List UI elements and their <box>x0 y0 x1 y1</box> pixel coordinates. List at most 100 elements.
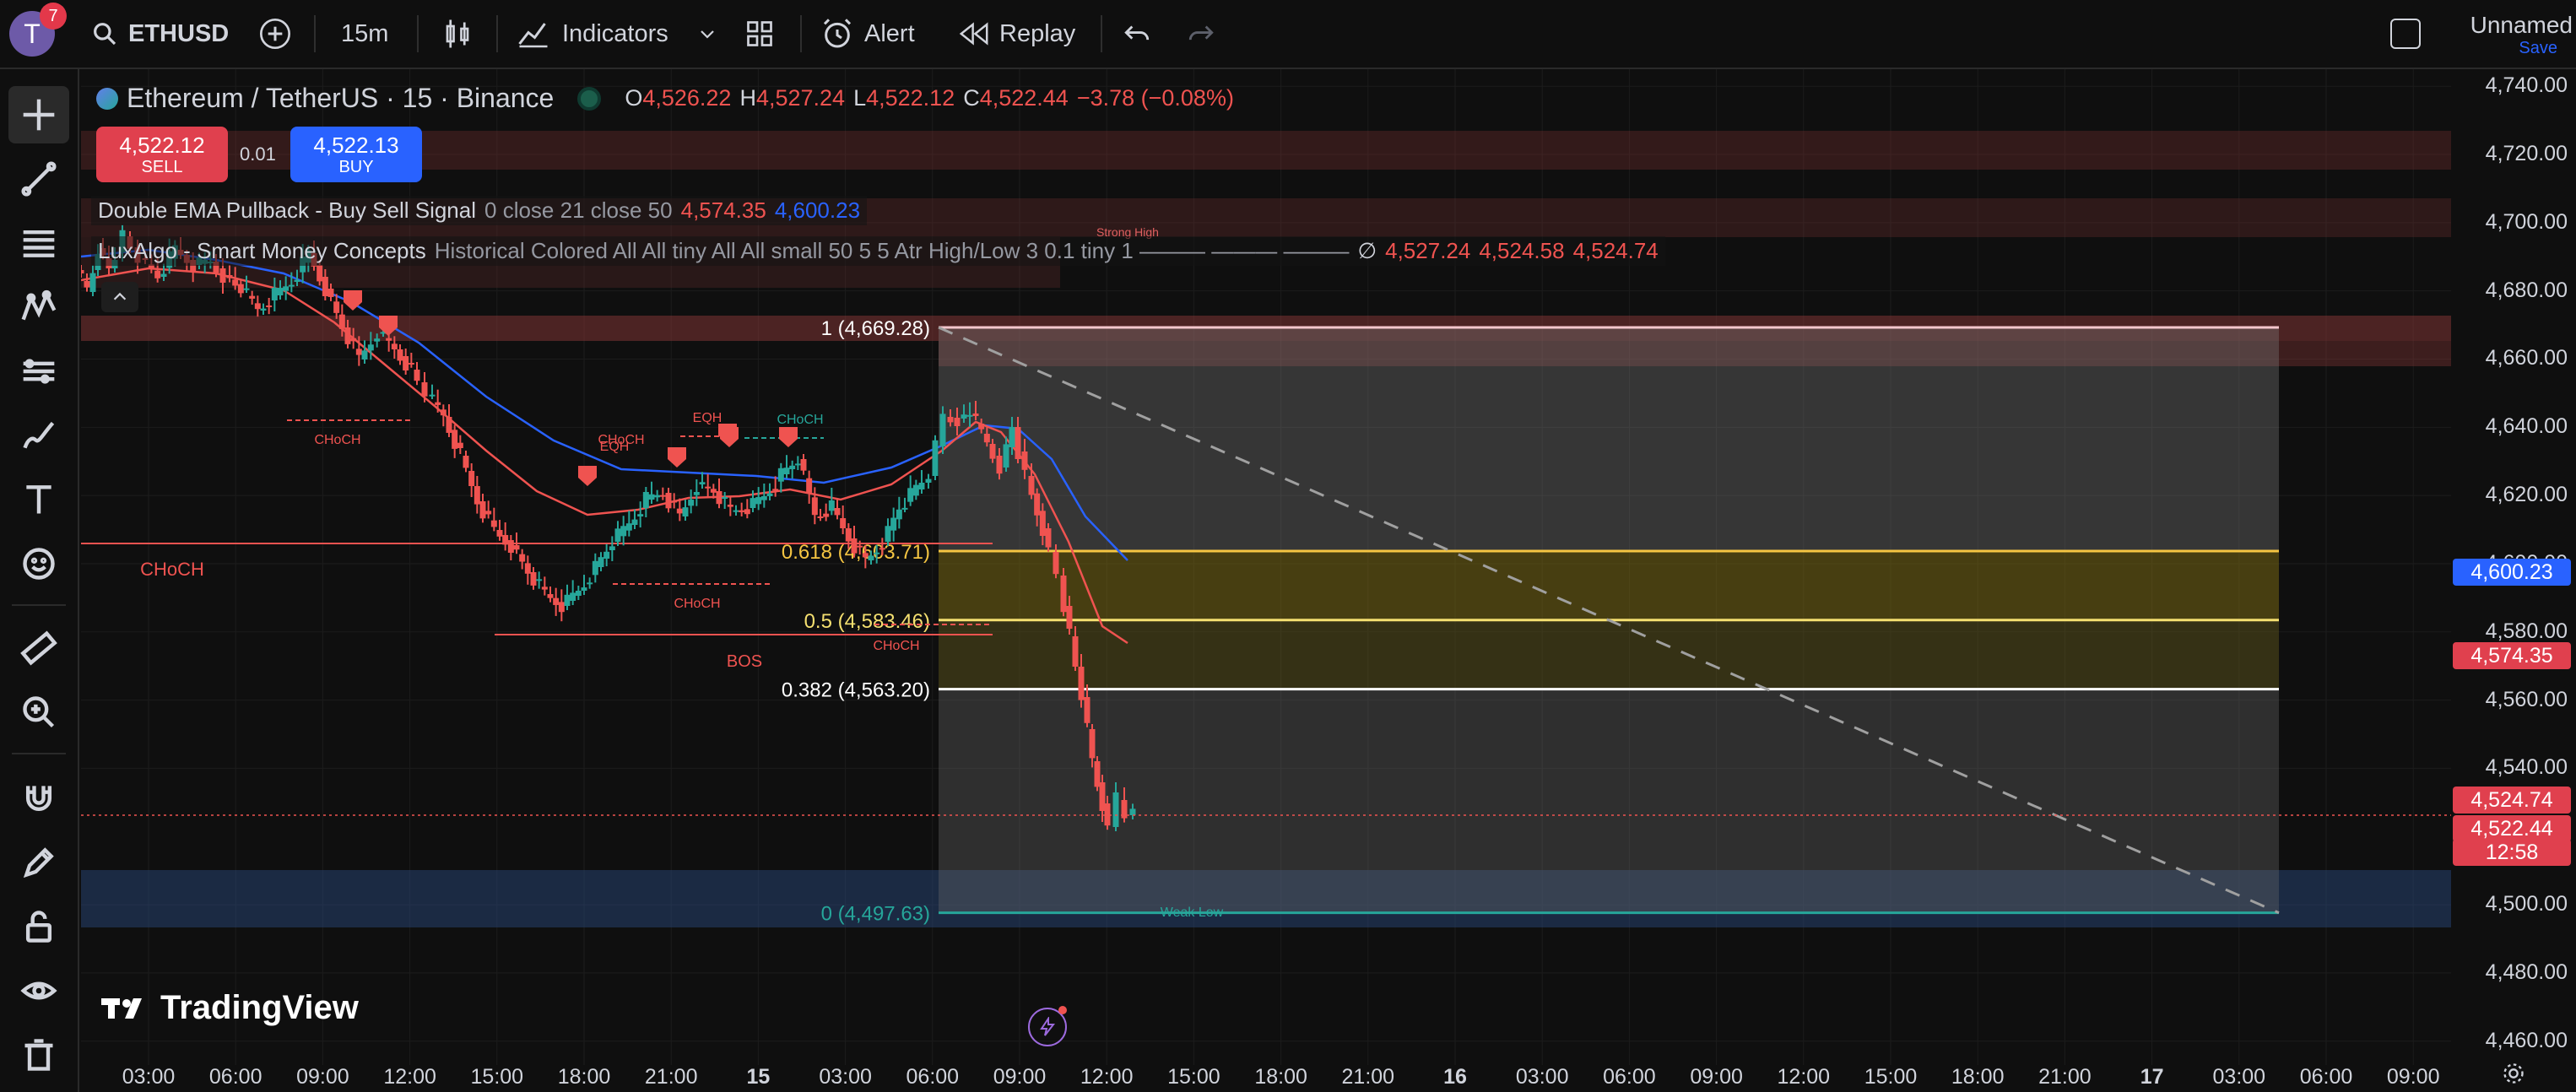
candle-body <box>474 486 480 505</box>
replay-button[interactable]: Replay <box>959 0 1075 68</box>
candle-body <box>361 350 368 359</box>
text-tool[interactable] <box>8 471 69 528</box>
candle-body <box>939 414 946 446</box>
layout-checkbox[interactable] <box>2390 0 2421 68</box>
buy-button[interactable]: 4,522.13 BUY <box>290 127 422 182</box>
collapse-legend-button[interactable] <box>101 282 138 312</box>
crosshair-icon <box>23 99 55 131</box>
interval-button[interactable]: 15m <box>341 0 388 68</box>
trend-line-tool[interactable] <box>8 150 69 208</box>
compare-button[interactable] <box>258 0 292 68</box>
magnet-tool[interactable] <box>8 770 69 827</box>
icon-tool[interactable] <box>8 535 69 592</box>
undo-button[interactable] <box>1123 0 1151 68</box>
quick-action-button[interactable] <box>1028 1006 1067 1046</box>
tradingview-logo-icon <box>101 997 142 1019</box>
smc-label: EQH <box>693 411 722 425</box>
candle-body <box>148 264 154 269</box>
chart-type-button[interactable] <box>442 0 473 68</box>
time-tick-label: 09:00 <box>993 1065 1047 1089</box>
visibility-tool[interactable] <box>8 962 69 1019</box>
time-tick-label: 12:00 <box>1080 1065 1134 1089</box>
zoom-tool[interactable] <box>8 684 69 741</box>
save-link[interactable]: Save <box>2519 39 2557 57</box>
layouts-button[interactable] <box>744 0 775 68</box>
time-tick-label: 09:00 <box>2386 1065 2440 1089</box>
candle-body <box>925 478 932 483</box>
candle-body <box>1045 528 1052 548</box>
tradingview-watermark: TradingView <box>101 989 359 1027</box>
candle-body <box>288 284 295 287</box>
user-avatar[interactable]: T 7 <box>7 0 67 68</box>
alert-button[interactable]: Alert <box>820 0 915 68</box>
candle-body <box>452 430 458 449</box>
fib-tool[interactable] <box>8 214 69 272</box>
lock-tool[interactable] <box>8 898 69 955</box>
indicator-legend-smc[interactable]: LuxAlgo - Smart Money Concepts Historica… <box>91 236 1665 266</box>
pattern-tool[interactable] <box>8 278 69 336</box>
candle-body <box>249 295 256 299</box>
time-tick-label: 21:00 <box>1341 1065 1395 1089</box>
candle-body <box>1084 697 1090 723</box>
indicator-legend-ema[interactable]: Double EMA Pullback - Buy Sell Signal 0 … <box>91 196 868 225</box>
fib-zone <box>939 550 2279 620</box>
symbol-search[interactable]: ETHUSD <box>91 0 229 68</box>
draw-mode-tool[interactable] <box>8 834 69 891</box>
layout-name-block[interactable]: Unnamed Save <box>2431 12 2573 58</box>
candle-body <box>1066 606 1073 629</box>
candle-body <box>620 526 627 537</box>
smc-zones <box>81 131 2451 927</box>
candle-body <box>716 491 722 505</box>
candle-body <box>823 513 830 517</box>
candle-body <box>397 349 403 361</box>
crosshair-tool[interactable] <box>8 86 69 143</box>
candle-body <box>266 305 273 307</box>
symbol-logo-icon <box>96 87 118 110</box>
price-chart[interactable]: 1 (4,669.28)0.618 (4,603.71)0.5 (4,583.4… <box>81 69 2451 1065</box>
text-icon <box>26 485 51 514</box>
candle-body <box>587 582 593 585</box>
candle-body <box>983 434 990 443</box>
price-tag: 4,574.35 <box>2453 642 2571 669</box>
spread-value: 0.01 <box>240 143 276 165</box>
symbol-legend[interactable]: Ethereum / TetherUS · 15 · Binance O4,52… <box>96 83 1234 114</box>
candle-body <box>766 493 773 496</box>
fib-retracement[interactable]: 1 (4,669.28)0.618 (4,603.71)0.5 (4,583.4… <box>782 317 2280 926</box>
candle-body <box>581 587 587 591</box>
axis-settings-button[interactable] <box>2493 1055 2534 1092</box>
candle-body <box>243 288 250 290</box>
candle-body <box>496 530 503 537</box>
candle-body <box>592 560 598 576</box>
candle-body <box>429 394 436 397</box>
candle-body <box>219 268 226 283</box>
candle-body <box>1060 576 1067 613</box>
candle-body <box>367 344 374 351</box>
sell-button[interactable]: 4,522.12 SELL <box>96 127 228 182</box>
time-tick-label: 03:00 <box>1515 1065 1569 1089</box>
price-tick-label: 4,720.00 <box>2485 142 2568 166</box>
ruler-tool[interactable] <box>8 619 69 677</box>
candle-body <box>344 327 351 344</box>
candle-body <box>322 277 328 296</box>
delete-tool[interactable] <box>8 1026 69 1084</box>
candle-body <box>642 492 649 508</box>
fib-level-label: 0.382 (4,563.20) <box>782 679 930 702</box>
smc-label: BOS <box>727 652 762 671</box>
candles-icon <box>446 19 469 48</box>
time-axis[interactable]: 03:00 06:00 09:00 12:00 15:00 18:00 21:00 15 03:… <box>81 1065 2576 1092</box>
indicators-dropdown[interactable] <box>697 0 717 68</box>
indicator-params: 0 close 21 close 50 <box>484 197 673 223</box>
candle-body <box>1003 444 1009 468</box>
candle-body <box>789 465 796 469</box>
brush-tool[interactable] <box>8 407 69 464</box>
indicators-button[interactable]: Indicators <box>517 0 668 68</box>
candle-body <box>631 519 638 525</box>
fib-zone <box>939 327 2279 551</box>
redo-button[interactable] <box>1187 0 1215 68</box>
candle-body <box>879 548 885 550</box>
fib-level-label: 1 (4,669.28) <box>821 317 930 340</box>
candle-body <box>154 270 161 278</box>
forecast-tool[interactable] <box>8 343 69 400</box>
candle-body <box>1094 761 1101 787</box>
chevron-up-icon <box>113 292 127 300</box>
